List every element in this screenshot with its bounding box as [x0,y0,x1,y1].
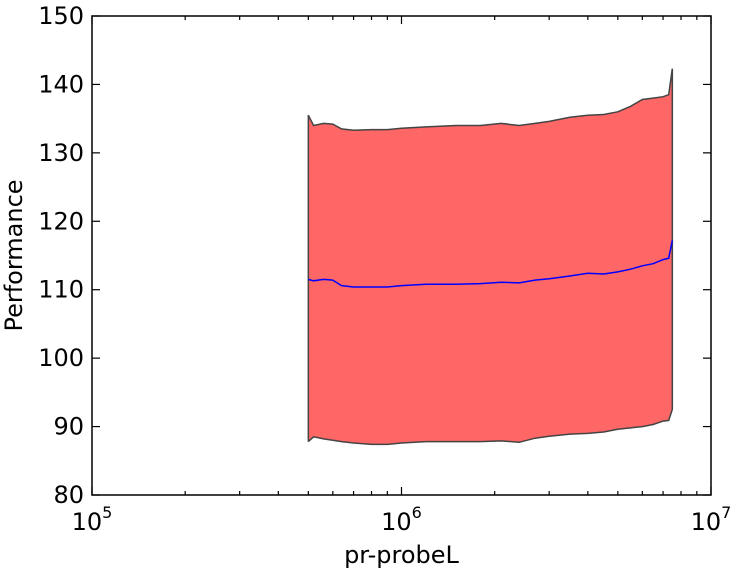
y-tick-label: 130 [38,139,84,167]
y-tick-label: 110 [38,276,84,304]
x-tick-label: 106 [381,503,422,536]
y-tick-label: 100 [38,344,84,372]
x-tick-label: 105 [72,503,113,536]
y-axis-label: Performance [0,179,28,331]
plot-area [307,68,674,446]
y-tick-label: 90 [53,413,84,441]
y-tick-label: 150 [38,2,84,30]
x-tick-label: 107 [691,503,732,536]
axis-ticks [91,15,712,496]
band-upper-edge [307,68,674,132]
y-tick-label: 80 [53,481,84,509]
x-tick-labels: 105 106 107 [72,503,732,536]
mean-performance-line [308,240,674,288]
performance-range-band [308,68,673,445]
band-lower-edge [307,409,674,446]
y-tick-label: 120 [38,207,84,235]
y-tick-labels: 80 90 100 110 120 130 140 150 [38,2,84,509]
y-tick-label: 140 [38,70,84,98]
x-axis-label: pr-probeL [344,541,459,569]
